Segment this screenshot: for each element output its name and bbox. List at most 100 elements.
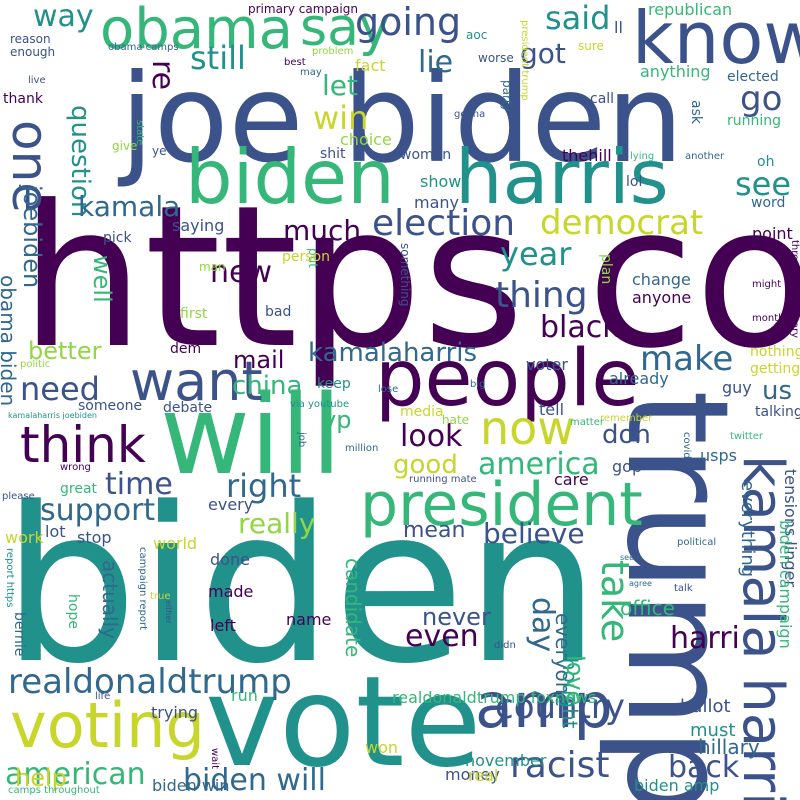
word-person: person — [282, 249, 330, 265]
word-campaign-report: campaign report — [137, 547, 148, 631]
word-many: many — [414, 193, 459, 212]
word-lying: lying — [630, 151, 655, 162]
word-already: already — [609, 369, 669, 388]
word-wrong: wrong — [60, 462, 91, 473]
word-party: party — [500, 80, 514, 112]
word-agree: agree — [629, 579, 652, 588]
word-thehill: thehill — [562, 146, 612, 165]
word-elected: elected — [727, 69, 779, 85]
word-plan: plan — [598, 254, 614, 285]
word-racist: racist — [510, 745, 610, 786]
word-big: big — [470, 379, 486, 390]
word-want: want — [130, 350, 263, 413]
word-november: november — [465, 751, 547, 770]
word-got: got — [520, 37, 566, 70]
word-shit: shit — [320, 146, 346, 162]
word-thing: thing — [495, 275, 588, 316]
word-year: year — [500, 235, 572, 273]
word-throughout-primary: throughout primary — [789, 240, 800, 338]
word-candidate: candidate — [341, 558, 365, 658]
word-report-https: report https — [4, 548, 15, 608]
word-true: true — [150, 591, 171, 602]
word-back: back — [668, 750, 740, 785]
word-world: world — [153, 534, 198, 553]
word-hate: hate — [442, 413, 470, 427]
word-said: said — [545, 0, 611, 37]
word-good: good — [393, 450, 458, 480]
word-win: win — [313, 99, 369, 137]
word-kamala: kamala — [78, 190, 181, 223]
word-voting: voting — [10, 689, 205, 762]
word-great: great — [60, 481, 98, 497]
word-camps-throughout: camps throughout — [8, 785, 100, 796]
word-give: give — [112, 139, 138, 153]
word-change: change — [632, 270, 691, 289]
word-wait: wait — [209, 748, 220, 770]
word-keep: keep — [317, 376, 351, 392]
word-work: work — [5, 528, 44, 547]
word-biden-win: biden win — [152, 776, 230, 795]
word-support: support — [40, 493, 156, 528]
word-fact: fact — [355, 56, 386, 75]
word-vote: vote — [205, 650, 482, 795]
word-reason: reason — [10, 32, 51, 46]
word-lose: lose — [378, 384, 399, 395]
word-even: even — [405, 619, 479, 654]
word-hope: hope — [65, 594, 81, 629]
word-republican: republican — [648, 0, 733, 19]
word-tell: tell — [539, 400, 565, 419]
word-now: now — [480, 401, 575, 455]
word-running: running — [727, 113, 782, 129]
word-care: care — [554, 470, 589, 489]
word-women: women — [400, 147, 452, 163]
word-say: say — [300, 0, 390, 58]
word-obama: obama — [100, 0, 293, 62]
word-realdonaldtrump: realdonaldtrump — [8, 662, 292, 702]
word-america: america — [478, 447, 600, 482]
word-running-mate: running mate — [409, 474, 477, 485]
word-another: another — [685, 151, 725, 162]
word-every: every — [208, 495, 254, 514]
word-media: media — [400, 404, 444, 420]
word-covid: covid — [681, 432, 692, 459]
word-biden: biden — [185, 133, 395, 221]
word-much: much — [283, 214, 362, 247]
word-going: going — [355, 0, 462, 44]
word-politic: politic — [20, 359, 51, 370]
word-still: still — [190, 39, 246, 77]
word-american: american — [5, 757, 146, 792]
word-go: go — [740, 79, 783, 119]
word-lot: lot — [45, 522, 66, 541]
word-real: real — [468, 766, 499, 785]
word-political: political — [677, 537, 717, 548]
word-well: well — [88, 255, 116, 303]
word-realdonaldtrump-foxnews: realdonaldtrump foxnews — [392, 688, 597, 707]
word-really: really — [238, 507, 316, 540]
word-everything: everything — [737, 480, 758, 578]
word-new: new — [210, 255, 273, 290]
word-problem: problem — [312, 46, 354, 57]
word-make: make — [640, 339, 734, 379]
word-left: left — [210, 616, 236, 635]
word-gop: gop — [612, 457, 643, 476]
word-biden-will: biden will — [183, 763, 326, 798]
word-oh: oh — [757, 154, 775, 170]
word-mean: mean — [403, 518, 466, 543]
word-obama-biden: obama biden — [0, 275, 20, 407]
word-thank: thank — [3, 91, 43, 107]
word-let: let — [322, 69, 358, 102]
word-might: might — [752, 279, 782, 290]
word-lol: lol — [626, 174, 643, 190]
word-won: won — [365, 738, 399, 757]
word-us: us — [762, 376, 793, 406]
word-time: time — [105, 467, 173, 502]
word-million: million — [345, 443, 379, 454]
word-trying: trying — [151, 703, 199, 722]
word-debate: debate — [163, 400, 213, 416]
word-twitter: twitter — [730, 431, 763, 442]
word-biden-amp: biden amp — [634, 776, 720, 795]
word-ballot: ballot — [680, 696, 731, 717]
word-sure: sure — [578, 39, 604, 53]
word-must: must — [690, 720, 736, 741]
